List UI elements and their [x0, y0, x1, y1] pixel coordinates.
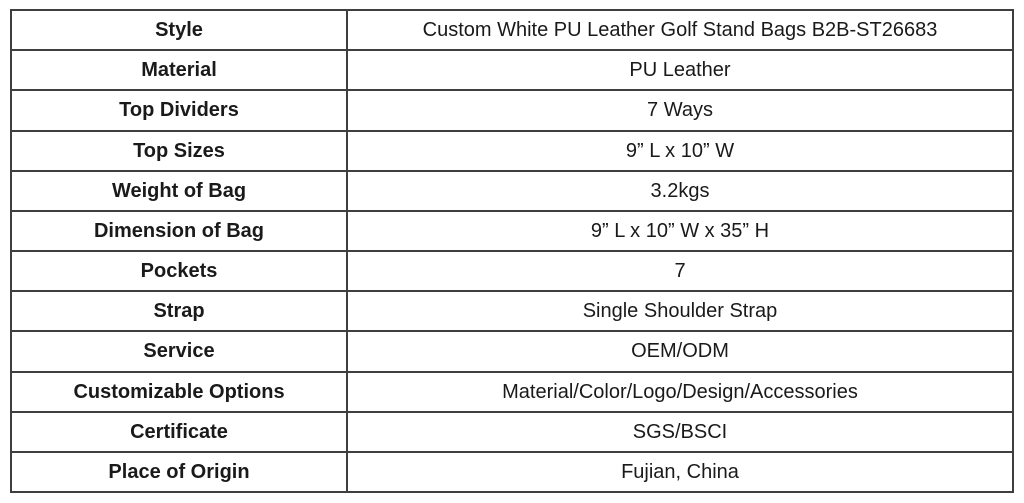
spec-value: 7: [674, 260, 686, 283]
table-row: Place of Origin Fujian, China: [12, 452, 1012, 492]
spec-label: Place of Origin: [12, 452, 348, 492]
product-spec-table: Style Custom White PU Leather Golf Stand …: [10, 9, 1014, 493]
spec-label: Top Dividers: [12, 91, 348, 130]
table-row: Top Sizes 9” L x 10” W: [12, 131, 1012, 172]
table-row: Style Custom White PU Leather Golf Stand …: [12, 11, 1012, 52]
table-row: Strap Single Shoulder Strap: [12, 292, 1012, 333]
spec-label: Certificate: [12, 412, 348, 451]
table-row: Certificate SGS/BSCI: [12, 412, 1012, 453]
table-row: Material PU Leather: [12, 51, 1012, 92]
spec-label: Customizable Options: [12, 372, 348, 411]
spec-value: 3.2kgs: [650, 179, 710, 202]
table-row: Weight of Bag 3.2kgs: [12, 171, 1012, 212]
spec-label: Strap: [12, 292, 348, 331]
spec-value: 9” L x 10” W: [625, 139, 735, 162]
table-row: Pockets 7: [12, 252, 1012, 293]
spec-label: Weight of Bag: [12, 171, 348, 210]
spec-value: Fujian, China: [621, 460, 739, 483]
table-row: Service OEM/ODM: [12, 332, 1012, 373]
spec-value: Single Shoulder Strap: [582, 300, 778, 323]
spec-value: SGS/BSCI: [632, 420, 728, 443]
spec-label: Material: [12, 51, 348, 90]
spec-label: Pockets: [12, 252, 348, 291]
table-row: Customizable Options Material/Color/Logo/…: [12, 372, 1012, 413]
spec-label: Top Sizes: [12, 131, 348, 170]
spec-value: 7 Ways: [647, 99, 713, 122]
table-row: Top Dividers 7 Ways: [12, 91, 1012, 132]
spec-label: Style: [12, 11, 348, 50]
table-row: Dimension of Bag 9” L x 10” W x 35” H: [12, 211, 1012, 253]
spec-value: Material/Color/Logo/Design/Accessories: [502, 380, 858, 403]
spec-label: Dimension of Bag: [12, 211, 348, 251]
spec-value: 9” L x 10” W x 35” H: [590, 219, 770, 242]
spec-label: Service: [12, 332, 348, 371]
spec-value: OEM/ODM: [631, 340, 729, 363]
spec-value: Custom White PU Leather Golf Stand Bags …: [422, 19, 938, 42]
spec-value: PU Leather: [629, 59, 731, 82]
